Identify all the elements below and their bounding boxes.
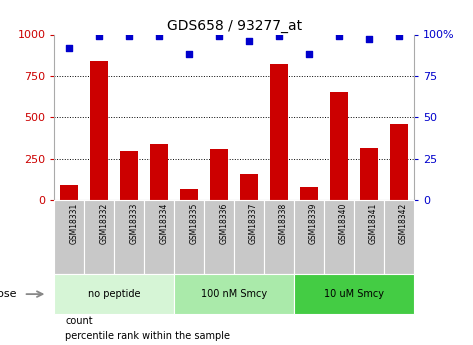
- Point: [125, 33, 133, 39]
- Text: GSM18333: GSM18333: [129, 202, 138, 244]
- Text: 10 uM Smcy: 10 uM Smcy: [324, 289, 384, 299]
- Bar: [234, 200, 264, 274]
- Point: [156, 33, 163, 39]
- Bar: [270, 64, 288, 200]
- Bar: [324, 200, 354, 274]
- Bar: [174, 200, 204, 274]
- Bar: [61, 185, 79, 200]
- Bar: [354, 200, 384, 274]
- Text: GSM18334: GSM18334: [159, 202, 168, 244]
- Bar: [240, 175, 258, 200]
- Text: 100 nM Smcy: 100 nM Smcy: [201, 289, 267, 299]
- Bar: [54, 274, 174, 314]
- Bar: [300, 187, 318, 200]
- Text: GSM18336: GSM18336: [219, 202, 228, 244]
- Bar: [390, 124, 408, 200]
- Text: GSM18342: GSM18342: [399, 202, 408, 244]
- Point: [66, 45, 73, 50]
- Text: GSM18339: GSM18339: [309, 202, 318, 244]
- Bar: [144, 200, 174, 274]
- Point: [395, 33, 403, 39]
- Text: GSM18331: GSM18331: [70, 202, 79, 244]
- Bar: [294, 274, 414, 314]
- Bar: [180, 188, 198, 200]
- Bar: [360, 148, 378, 200]
- Bar: [84, 200, 114, 274]
- Bar: [114, 200, 144, 274]
- Point: [245, 38, 253, 44]
- Bar: [210, 149, 228, 200]
- Bar: [150, 144, 168, 200]
- Bar: [54, 200, 84, 274]
- Bar: [264, 200, 294, 274]
- Title: GDS658 / 93277_at: GDS658 / 93277_at: [166, 19, 302, 33]
- Point: [185, 52, 193, 57]
- Text: GSM18332: GSM18332: [99, 202, 108, 244]
- Text: GSM18337: GSM18337: [249, 202, 258, 244]
- Point: [335, 33, 343, 39]
- Point: [275, 33, 283, 39]
- Bar: [294, 200, 324, 274]
- Bar: [330, 92, 348, 200]
- Text: percentile rank within the sample: percentile rank within the sample: [65, 331, 230, 341]
- Text: GSM18340: GSM18340: [339, 202, 348, 244]
- Text: GSM18335: GSM18335: [189, 202, 198, 244]
- Bar: [174, 274, 294, 314]
- Bar: [120, 151, 138, 200]
- Bar: [384, 200, 414, 274]
- Text: GSM18341: GSM18341: [369, 202, 378, 244]
- Point: [215, 33, 223, 39]
- Text: count: count: [65, 316, 93, 326]
- Point: [96, 33, 103, 39]
- Bar: [90, 61, 108, 200]
- Text: dose: dose: [0, 289, 17, 299]
- Text: no peptide: no peptide: [88, 289, 140, 299]
- Text: GSM18338: GSM18338: [279, 202, 288, 244]
- Point: [365, 37, 373, 42]
- Point: [305, 52, 313, 57]
- Bar: [204, 200, 234, 274]
